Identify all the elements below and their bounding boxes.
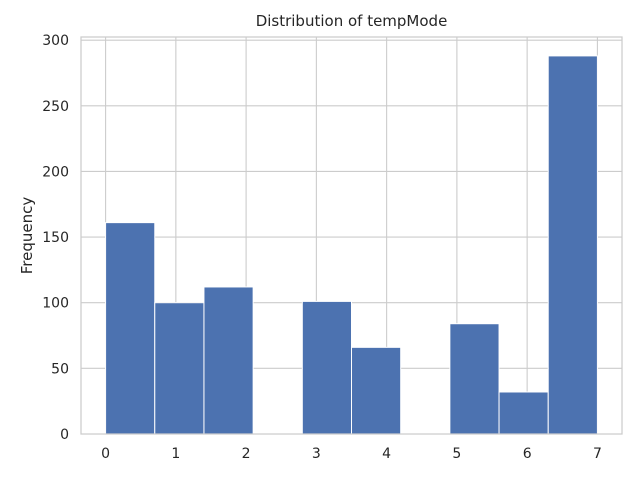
y-tick-label: 50 — [51, 361, 69, 377]
x-tick-label: 6 — [523, 446, 532, 462]
histogram-bar — [203, 286, 254, 435]
y-tick-label: 0 — [60, 427, 69, 443]
histogram-bar — [154, 302, 205, 435]
x-tick-label: 7 — [593, 446, 602, 462]
histogram-bar — [105, 222, 156, 435]
x-tick-labels: 0 1 2 3 4 5 6 7 — [101, 446, 602, 462]
x-tick-label: 1 — [171, 446, 180, 462]
y-axis-title: Frequency — [18, 197, 36, 275]
y-tick-label: 250 — [42, 99, 69, 115]
y-tick-label: 150 — [42, 230, 69, 246]
histogram-bar — [301, 300, 352, 435]
chart-title: Distribution of tempMode — [256, 12, 448, 30]
x-tick-label: 2 — [242, 446, 251, 462]
y-tick-labels: 0 50 100 150 200 250 300 — [42, 33, 69, 443]
y-tick-label: 200 — [42, 164, 69, 180]
x-tick-label: 3 — [312, 446, 321, 462]
y-tick-label: 300 — [42, 33, 69, 49]
histogram-bar — [449, 323, 500, 435]
x-tick-label: 4 — [382, 446, 391, 462]
histogram-bar — [547, 55, 598, 435]
x-tick-label: 5 — [452, 446, 461, 462]
histogram-bar — [351, 346, 402, 435]
histogram-bar — [498, 391, 549, 435]
plot-frame — [80, 36, 623, 435]
x-tick-label: 0 — [101, 446, 110, 462]
histogram-bars — [105, 55, 598, 435]
y-tick-label: 100 — [42, 296, 69, 312]
